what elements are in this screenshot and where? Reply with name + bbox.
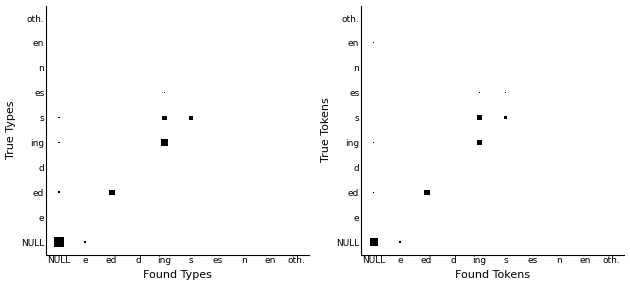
Bar [58, 142, 60, 143]
X-axis label: Found Types: Found Types [143, 271, 212, 281]
Bar [109, 190, 115, 195]
Bar [399, 241, 401, 243]
Bar [58, 191, 60, 193]
Bar [163, 116, 166, 120]
Bar [424, 190, 430, 195]
X-axis label: Found Tokens: Found Tokens [455, 271, 530, 281]
Y-axis label: True Tokens: True Tokens [321, 98, 331, 162]
Bar [84, 241, 86, 243]
Bar [477, 115, 482, 120]
Bar [54, 237, 64, 247]
Bar [505, 92, 506, 93]
Bar [58, 117, 60, 118]
Bar [505, 116, 507, 119]
Bar [161, 139, 168, 146]
Y-axis label: True Types: True Types [6, 101, 16, 159]
Bar [188, 116, 193, 120]
Bar [370, 238, 378, 246]
Bar [476, 140, 483, 145]
